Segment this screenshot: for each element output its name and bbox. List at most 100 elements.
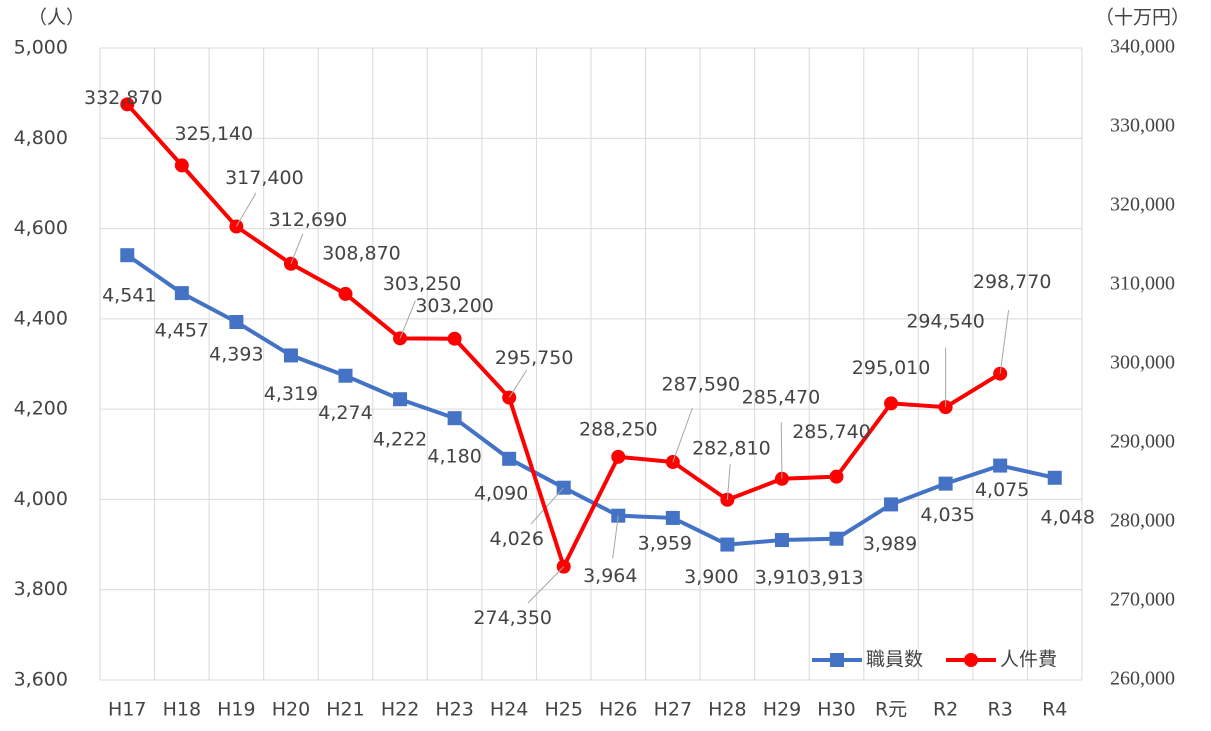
data-label: 4,457: [155, 320, 209, 342]
y2-tick-label: 310,000: [1110, 273, 1175, 295]
x-tick-label: H21: [326, 699, 364, 721]
leader-line: [612, 515, 619, 559]
leader-line: [530, 487, 565, 525]
marker: [720, 537, 735, 552]
x-tick-label: H22: [381, 699, 419, 721]
marker: [120, 97, 135, 112]
leader-line: [508, 370, 528, 398]
y-tick-label: 4,400: [14, 307, 68, 329]
leader-line: [235, 192, 257, 227]
y-axis-label: （人）: [28, 7, 85, 29]
x-tick-label: H26: [599, 699, 637, 721]
data-label: 298,770: [973, 271, 1052, 293]
data-label: 303,250: [383, 273, 462, 295]
marker: [774, 533, 789, 548]
x-tick-label: H28: [708, 699, 746, 721]
data-label: 288,250: [579, 418, 658, 440]
y-tick-label: 4,600: [14, 217, 68, 239]
marker: [1047, 470, 1062, 485]
data-label: 4,035: [920, 504, 974, 526]
x-tick-label: R元: [875, 699, 907, 721]
data-label: 4,319: [264, 383, 318, 405]
data-label: 295,010: [852, 357, 931, 379]
y2-tick-label: 300,000: [1110, 352, 1175, 374]
data-label: 317,400: [225, 167, 304, 189]
y2-tick-label: 320,000: [1110, 194, 1175, 216]
leader-line: [290, 233, 304, 264]
x-tick-label: H20: [272, 699, 310, 721]
marker: [502, 390, 517, 405]
marker: [174, 286, 189, 301]
data-label: 312,690: [269, 209, 348, 231]
marker: [338, 286, 353, 301]
y2-axis-label: （十万円）: [1095, 7, 1190, 29]
marker: [338, 368, 353, 383]
x-tick-label: R2: [933, 699, 958, 721]
leader-line: [999, 309, 1010, 374]
data-label: 4,541: [102, 285, 156, 307]
marker: [993, 458, 1008, 473]
data-label: 4,026: [490, 528, 544, 550]
x-tick-label: R3: [988, 699, 1013, 721]
y-tick-label: 4,800: [14, 127, 68, 149]
marker: [829, 469, 844, 484]
data-label: 295,750: [495, 347, 574, 369]
x-tick-label: H18: [163, 699, 201, 721]
y2-tick-label: 330,000: [1110, 115, 1175, 137]
data-label: 4,090: [474, 482, 528, 504]
data-label: 3,913: [809, 567, 863, 589]
x-tick-label: R4: [1042, 699, 1067, 721]
y-tick-label: 4,200: [14, 398, 68, 420]
leader-line: [672, 407, 693, 463]
y2-tick-label: 340,000: [1110, 36, 1175, 58]
data-label: 285,740: [792, 421, 871, 443]
y-tick-label: 4,000: [14, 488, 68, 510]
x-tick-label: H25: [544, 699, 582, 721]
marker: [283, 348, 298, 363]
data-label: 274,350: [473, 607, 552, 629]
legend-label: 人件費: [1000, 649, 1057, 671]
marker: [502, 451, 517, 466]
x-tick-label: H17: [108, 699, 146, 721]
data-label: 308,870: [322, 242, 401, 264]
x-tick-label: H24: [490, 699, 528, 721]
data-label: 4,075: [975, 479, 1029, 501]
x-tick-label: H27: [654, 699, 692, 721]
x-tick-label: H29: [763, 699, 801, 721]
marker: [174, 158, 189, 173]
data-label: 4,274: [318, 402, 372, 424]
x-tick-label: H30: [817, 699, 855, 721]
y-tick-label: 3,800: [14, 578, 68, 600]
leader-line: [527, 566, 565, 604]
leader-line: [399, 300, 416, 339]
y2-tick-label: 290,000: [1110, 431, 1175, 453]
legend-marker: [830, 653, 844, 667]
data-label: 3,964: [583, 565, 637, 587]
y2-tick-label: 280,000: [1110, 510, 1175, 532]
y-tick-label: 3,600: [14, 669, 68, 691]
marker: [393, 392, 408, 407]
data-label: 3,910: [755, 567, 809, 589]
data-label: 4,222: [373, 429, 427, 451]
x-tick-label: H23: [435, 699, 473, 721]
data-label: 3,900: [684, 566, 738, 588]
data-label: 4,393: [209, 344, 263, 366]
data-label: 332,870: [84, 87, 163, 109]
marker: [447, 331, 462, 346]
marker: [229, 315, 244, 330]
marker: [611, 449, 626, 464]
data-label: 3,959: [638, 532, 692, 554]
marker: [884, 497, 899, 512]
data-label: 287,590: [662, 374, 741, 396]
y2-tick-label: 260,000: [1110, 668, 1175, 690]
data-label: 294,540: [906, 311, 985, 333]
marker: [829, 531, 844, 546]
data-label: 4,048: [1041, 506, 1095, 528]
legend-label: 職員数: [866, 649, 923, 671]
y-tick-label: 5,000: [14, 37, 68, 59]
marker: [884, 396, 899, 411]
data-label: 282,810: [692, 437, 771, 459]
data-label: 3,989: [863, 533, 917, 555]
marker: [665, 510, 680, 525]
